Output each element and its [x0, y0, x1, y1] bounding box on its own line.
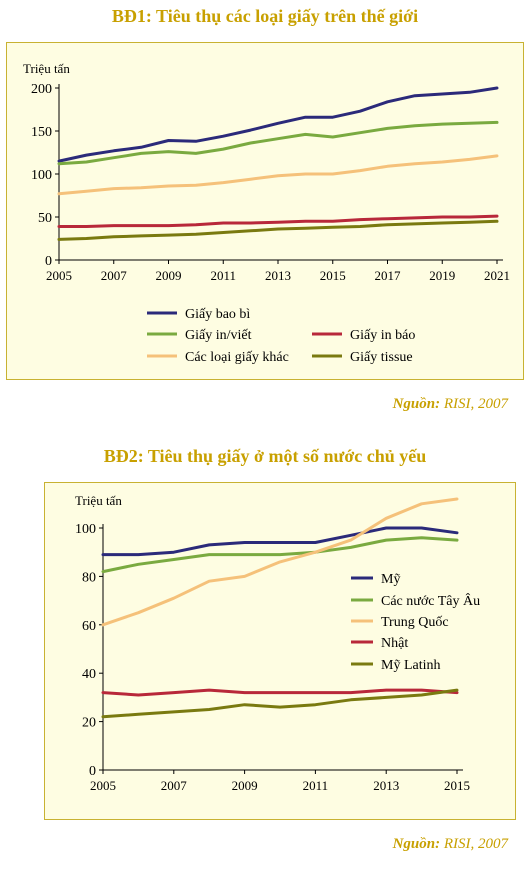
chart1-y-tick-label: 0	[45, 254, 52, 269]
chart1-legend-label: Giấy in báo	[350, 328, 415, 343]
chart1-x-tick-label: 2015	[320, 268, 346, 283]
chart1-legend-label: Giấy in/viết	[185, 328, 252, 343]
chart2-legend-label: Nhật	[381, 636, 408, 651]
chart1-x-tick-label: 2019	[429, 268, 455, 283]
chart2-series-line	[101, 526, 459, 557]
chart2-series-line	[101, 536, 459, 574]
chart2-y-tick-label: 20	[82, 716, 96, 731]
chart1-legend-label: Giấy tissue	[350, 350, 413, 365]
chart1-y-tick-label: 100	[31, 168, 52, 183]
chart1-series-line	[57, 120, 499, 166]
chart2-x-tick-label: 2009	[232, 778, 258, 793]
chart1-series-line	[57, 214, 499, 228]
chart2-series-line	[101, 497, 459, 627]
chart2-y-tick-label: 80	[82, 570, 96, 585]
chart1-plot: Triệu tấn 0 50 100 150 200 2005 2007 2009 2011 201…	[23, 61, 510, 365]
chart2-y-tick-label: 40	[82, 667, 96, 682]
chart2-source-label: Nguồn:	[392, 836, 441, 852]
chart1-panel: Triệu tấn 0 50 100 150 200 2005 2007 2009 2011 201…	[6, 42, 524, 380]
chart2-plot: Triệu tấn 0 20 40 60 80 100 2005 2007 2009 2011 201…	[75, 493, 480, 793]
chart2-x-tick-label: 2005	[90, 778, 116, 793]
chart2-legend-label: Mỹ Latinh	[381, 658, 441, 673]
chart2-x-tick-label: 2011	[303, 778, 329, 793]
chart1-series-line	[57, 154, 499, 196]
chart2-series-line	[101, 688, 459, 719]
chart2-title: BĐ2: Tiêu thụ giấy ở một số nước chủ yếu	[103, 446, 427, 466]
chart1-legend-label: Giấy bao bì	[185, 307, 250, 322]
chart1-series-line	[57, 219, 499, 241]
chart1-x-tick-label: 2011	[210, 268, 236, 283]
chart1-source: Nguồn: RISI, 2007	[393, 396, 508, 413]
chart2-y-tick-label: 0	[89, 764, 96, 779]
chart2-x-tick-label: 2015	[444, 778, 470, 793]
chart1-series-line	[57, 86, 499, 163]
chart1-source-text: RISI, 2007	[443, 396, 508, 412]
chart1-x-tick-label: 2017	[375, 268, 402, 283]
chart2-y-tick-label: 60	[82, 619, 96, 634]
chart2-legend-label: Trung Quốc	[381, 615, 449, 630]
chart1-y-tick-label: 200	[31, 82, 52, 97]
chart1-y-tick-label: 150	[31, 125, 52, 140]
chart2-legend-label: Mỹ	[381, 572, 400, 587]
chart1-title: BĐ1: Tiêu thụ các loại giấy trên thế giớ…	[111, 6, 419, 26]
chart1-x-tick-label: 2013	[265, 268, 291, 283]
chart1-y-tick-label: 50	[38, 211, 52, 226]
chart1-legend-label: Các loại giấy khác	[185, 350, 289, 365]
chart1-y-axis-label: Triệu tấn	[23, 61, 70, 76]
chart2-source-text: RISI, 2007	[443, 836, 508, 852]
chart1-source-label: Nguồn:	[392, 396, 441, 412]
chart1-x-tick-label: 2007	[101, 268, 128, 283]
chart2-x-tick-label: 2013	[373, 778, 399, 793]
chart2-series-line	[101, 688, 459, 697]
chart2-y-tick-label: 100	[75, 522, 96, 537]
chart1-x-tick-label: 2005	[46, 268, 72, 283]
chart2-source: Nguồn: RISI, 2007	[393, 836, 508, 853]
chart1-x-tick-label: 2021	[484, 268, 510, 283]
chart2-legend-label: Các nước Tây Âu	[381, 592, 480, 609]
chart2-y-axis-label: Triệu tấn	[75, 493, 122, 508]
chart1-x-tick-label: 2009	[156, 268, 182, 283]
chart2-x-tick-label: 2007	[161, 778, 188, 793]
chart2-panel: Triệu tấn 0 20 40 60 80 100 2005 2007 2009 2011 201…	[44, 482, 516, 820]
